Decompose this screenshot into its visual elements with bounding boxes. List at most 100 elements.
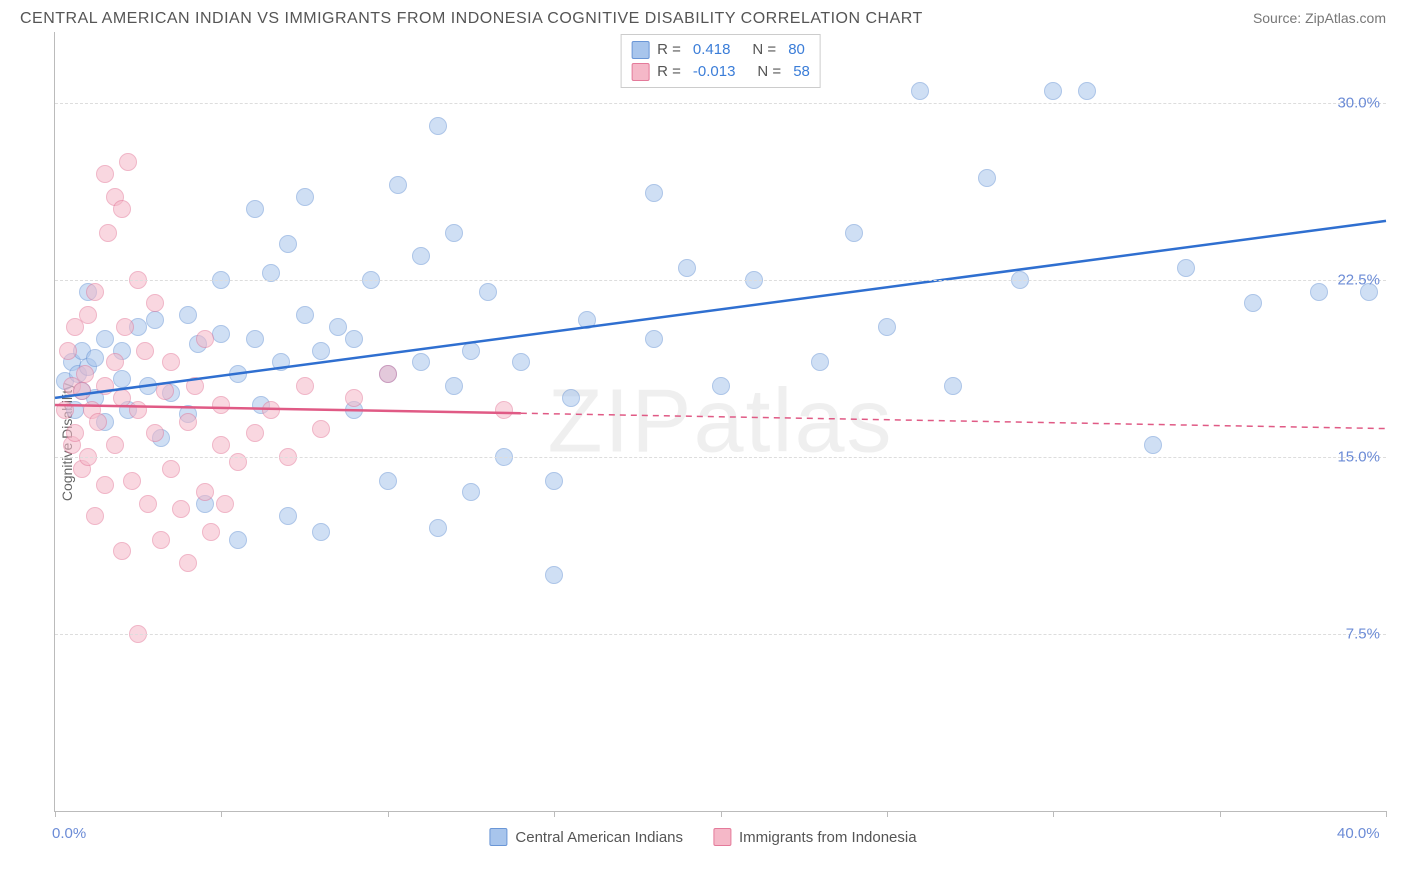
data-point — [329, 318, 347, 336]
legend-swatch — [489, 828, 507, 846]
data-point — [545, 566, 563, 584]
data-point — [878, 318, 896, 336]
data-point — [96, 330, 114, 348]
x-tick — [1220, 811, 1221, 817]
chart-container: CENTRAL AMERICAN INDIAN VS IMMIGRANTS FR… — [10, 10, 1396, 882]
series-legend-label: Central American Indians — [515, 829, 683, 846]
data-point — [645, 330, 663, 348]
chart-title: CENTRAL AMERICAN INDIAN VS IMMIGRANTS FR… — [20, 10, 923, 28]
data-point — [146, 311, 164, 329]
data-point — [512, 353, 530, 371]
x-tick — [1053, 811, 1054, 817]
data-point — [279, 507, 297, 525]
data-point — [113, 370, 131, 388]
legend-r-label: R = — [657, 39, 681, 61]
data-point — [179, 413, 197, 431]
gridline — [55, 457, 1386, 458]
data-point — [89, 413, 107, 431]
data-point — [296, 188, 314, 206]
data-point — [216, 495, 234, 513]
data-point — [645, 184, 663, 202]
data-point — [116, 318, 134, 336]
data-point — [186, 377, 204, 395]
data-point — [99, 224, 117, 242]
data-point — [212, 325, 230, 343]
data-point — [212, 396, 230, 414]
legend-r-label: R = — [657, 61, 681, 83]
data-point — [96, 165, 114, 183]
data-point — [262, 401, 280, 419]
data-point — [246, 424, 264, 442]
data-point — [379, 365, 397, 383]
legend-n-label: N = — [752, 39, 776, 61]
data-point — [296, 306, 314, 324]
data-point — [279, 235, 297, 253]
data-point — [139, 377, 157, 395]
y-tick-label: 15.0% — [1337, 448, 1380, 465]
data-point — [978, 169, 996, 187]
data-point — [139, 495, 157, 513]
data-point — [1310, 283, 1328, 301]
data-point — [312, 420, 330, 438]
data-point — [123, 472, 141, 490]
data-point — [678, 259, 696, 277]
series-legend-item: Central American Indians — [489, 828, 683, 846]
data-point — [136, 342, 154, 360]
data-point — [545, 472, 563, 490]
data-point — [229, 453, 247, 471]
data-point — [1044, 82, 1062, 100]
x-tick — [721, 811, 722, 817]
x-tick — [55, 811, 56, 817]
trend-lines — [55, 32, 1386, 811]
data-point — [462, 483, 480, 501]
data-point — [429, 519, 447, 537]
gridline — [55, 634, 1386, 635]
data-point — [272, 353, 290, 371]
x-tick — [554, 811, 555, 817]
data-point — [196, 330, 214, 348]
data-point — [96, 476, 114, 494]
data-point — [562, 389, 580, 407]
data-point — [129, 401, 147, 419]
data-point — [212, 436, 230, 454]
data-point — [229, 531, 247, 549]
x-tick — [887, 811, 888, 817]
data-point — [445, 224, 463, 242]
series-legend-item: Immigrants from Indonesia — [713, 828, 917, 846]
data-point — [96, 377, 114, 395]
data-point — [1177, 259, 1195, 277]
series-legend: Central American Indians Immigrants from … — [489, 828, 916, 846]
data-point — [179, 554, 197, 572]
legend-r-value: 0.418 — [693, 39, 731, 61]
data-point — [179, 306, 197, 324]
data-point — [811, 353, 829, 371]
stats-legend-row: R =-0.013N =58 — [631, 61, 810, 83]
data-point — [113, 389, 131, 407]
data-point — [296, 377, 314, 395]
data-point — [146, 424, 164, 442]
data-point — [479, 283, 497, 301]
legend-swatch — [631, 41, 649, 59]
series-legend-label: Immigrants from Indonesia — [739, 829, 917, 846]
stats-legend-row: R =0.418N =80 — [631, 39, 810, 61]
data-point — [79, 306, 97, 324]
data-point — [312, 523, 330, 541]
x-tick — [388, 811, 389, 817]
data-point — [445, 377, 463, 395]
plot-wrap: Cognitive Disability ZIPatlas R =0.418N … — [10, 32, 1396, 852]
data-point — [1144, 436, 1162, 454]
y-tick-label: 30.0% — [1337, 94, 1380, 111]
data-point — [412, 353, 430, 371]
x-axis-max-label: 40.0% — [1337, 825, 1380, 842]
plot-area: ZIPatlas R =0.418N =80R =-0.013N =58 7.5… — [54, 32, 1386, 812]
gridline — [55, 280, 1386, 281]
data-point — [712, 377, 730, 395]
data-point — [76, 365, 94, 383]
data-point — [944, 377, 962, 395]
legend-swatch — [631, 63, 649, 81]
data-point — [156, 382, 174, 400]
x-tick — [1386, 811, 1387, 817]
data-point — [73, 382, 91, 400]
data-point — [389, 176, 407, 194]
data-point — [412, 247, 430, 265]
